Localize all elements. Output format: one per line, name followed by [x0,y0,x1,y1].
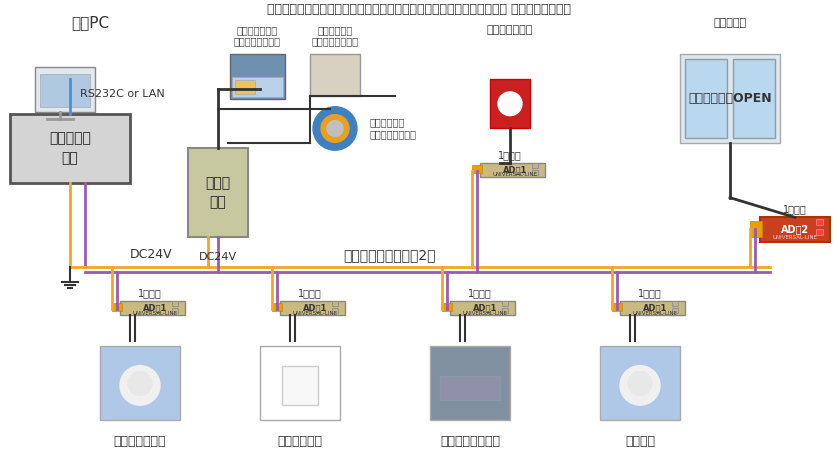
Text: 伝送メイン
装置: 伝送メイン 装置 [49,131,91,165]
Text: パッシブセンサ: パッシブセンサ [114,435,166,448]
FancyBboxPatch shape [442,303,452,311]
FancyBboxPatch shape [112,303,122,311]
FancyBboxPatch shape [172,308,178,313]
FancyBboxPatch shape [612,303,622,311]
Circle shape [321,115,349,142]
Text: DC24V: DC24V [130,248,173,261]
Text: パルス
入力: パルス 入力 [205,176,230,209]
Text: ユニバーサルライン2芯: ユニバーサルライン2芯 [344,248,437,262]
Text: オートドア: オートドア [713,18,747,28]
FancyBboxPatch shape [232,77,283,97]
Text: DC24V: DC24V [199,252,237,262]
FancyBboxPatch shape [750,221,762,237]
FancyBboxPatch shape [760,217,830,242]
FancyBboxPatch shape [600,346,680,420]
Circle shape [128,372,152,395]
Text: AD・2: AD・2 [781,224,809,234]
FancyBboxPatch shape [38,124,92,135]
FancyBboxPatch shape [282,366,318,405]
FancyBboxPatch shape [680,54,780,143]
Text: UNIVERSAL-LINE: UNIVERSAL-LINE [773,234,818,240]
FancyBboxPatch shape [450,302,515,315]
Text: ２芯線で、コストを抑えて、構築していただいた『総合防範システム』 機器構成イメージ: ２芯線で、コストを抑えて、構築していただいた『総合防範システム』 機器構成イメー… [267,3,571,16]
Text: AD・1: AD・1 [303,304,327,313]
FancyBboxPatch shape [480,163,545,177]
Text: UNIVERSAL-LINE: UNIVERSAL-LINE [132,311,178,316]
FancyBboxPatch shape [260,346,340,420]
Text: 1点入力: 1点入力 [638,288,662,298]
Text: AD・1: AD・1 [473,304,497,313]
Text: マグネットセンサ: マグネットセンサ [440,435,500,448]
FancyBboxPatch shape [235,80,255,94]
FancyBboxPatch shape [532,163,538,168]
FancyBboxPatch shape [35,67,95,112]
FancyBboxPatch shape [272,303,282,311]
Text: 開店時の一斉OPEN: 開店時の一斉OPEN [688,92,772,105]
Text: 電力量メーター
（パルス出力付）: 電力量メーター （パルス出力付） [234,25,281,46]
FancyBboxPatch shape [332,308,338,313]
FancyBboxPatch shape [310,54,360,96]
Text: 1点入力: 1点入力 [468,288,492,298]
Text: UNIVERSAL-LINE: UNIVERSAL-LINE [493,172,537,177]
Circle shape [327,121,343,136]
FancyBboxPatch shape [685,59,727,138]
Text: AD・1: AD・1 [142,304,168,313]
FancyBboxPatch shape [430,346,510,420]
Text: AD・1: AD・1 [503,166,527,175]
FancyBboxPatch shape [120,302,185,315]
FancyBboxPatch shape [672,302,678,306]
FancyBboxPatch shape [532,170,538,175]
Text: AD・1: AD・1 [643,304,667,313]
Text: 炎センサ: 炎センサ [625,435,655,448]
FancyBboxPatch shape [672,308,678,313]
Circle shape [120,366,160,405]
Text: UNIVERSAL-LINE: UNIVERSAL-LINE [463,311,508,316]
Text: UNIVERSAL-LINE: UNIVERSAL-LINE [292,311,338,316]
Text: 1点出力: 1点出力 [784,204,807,215]
Text: ガスメーター
（パルス出力仔）: ガスメーター （パルス出力仔） [312,25,359,46]
Text: RS232C or LAN: RS232C or LAN [80,89,165,99]
FancyBboxPatch shape [733,59,775,138]
FancyBboxPatch shape [816,229,823,235]
Text: 1点入力: 1点入力 [298,288,322,298]
FancyBboxPatch shape [620,302,685,315]
Circle shape [628,372,652,395]
FancyBboxPatch shape [332,302,338,306]
Text: 1点入力: 1点入力 [498,150,522,160]
Text: 監視PC: 監視PC [71,15,109,30]
Text: ガラスセンサ: ガラスセンサ [277,435,323,448]
FancyBboxPatch shape [472,165,482,173]
Text: 非常押しボタン: 非常押しボタン [487,25,533,35]
FancyBboxPatch shape [172,302,178,306]
FancyBboxPatch shape [40,74,90,107]
Text: UNIVERSAL-LINE: UNIVERSAL-LINE [633,311,677,316]
FancyBboxPatch shape [502,302,508,306]
Circle shape [498,92,522,116]
FancyBboxPatch shape [280,302,345,315]
Text: 1点入力: 1点入力 [138,288,162,298]
FancyBboxPatch shape [502,308,508,313]
FancyBboxPatch shape [440,375,500,400]
FancyBboxPatch shape [490,79,530,128]
Circle shape [620,366,660,405]
Text: 水道メーター
（パルス出力付）: 水道メーター （パルス出力付） [370,117,417,139]
FancyBboxPatch shape [816,220,823,225]
FancyBboxPatch shape [230,54,285,99]
Circle shape [313,107,357,150]
FancyBboxPatch shape [10,114,130,183]
FancyBboxPatch shape [188,148,248,237]
FancyBboxPatch shape [100,346,180,420]
